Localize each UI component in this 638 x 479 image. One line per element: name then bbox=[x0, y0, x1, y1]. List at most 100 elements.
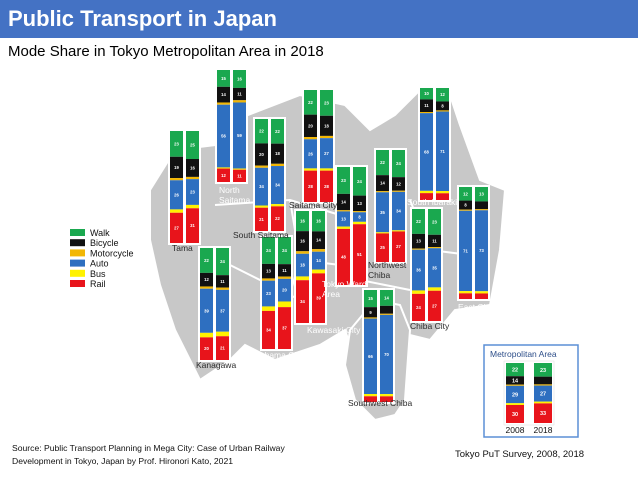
kawasaki-city-2018-motorcycle-segment bbox=[312, 249, 325, 252]
kanagawa-2018-motorcycle-segment bbox=[216, 287, 229, 290]
tokyo-ward-area-2018-rail-value-label: 51 bbox=[357, 252, 362, 257]
north-saitama-2008-rail-segment bbox=[217, 168, 230, 182]
saitama-city-2018-bicycle-segment bbox=[320, 115, 333, 136]
north-saitama-2018-walk-segment bbox=[233, 70, 246, 88]
chart-subtitle: Mode Share in Tokyo Metropolitan Area in… bbox=[8, 43, 324, 60]
tama-2008-bus-segment bbox=[170, 209, 183, 213]
yokohama-city-2008-bicycle-value-label: 13 bbox=[266, 269, 271, 274]
east-chiba-2018-bus-segment bbox=[475, 291, 488, 294]
tama-2018-rail-segment bbox=[186, 208, 199, 243]
southwest-chiba-region-label: Southwest Chiba bbox=[348, 398, 413, 408]
south-ibaraki-2018-bicycle-value-label: 8 bbox=[441, 103, 444, 108]
tokyo-ward-area-2008-walk-value-label: 23 bbox=[341, 178, 346, 183]
north-saitama-2018-auto-value-label: 59 bbox=[237, 133, 242, 138]
legend-label-bus: Bus bbox=[90, 269, 106, 279]
legend-label-walk: Walk bbox=[90, 228, 110, 238]
northwest-chiba-2018-walk-value-label: 24 bbox=[396, 161, 401, 166]
metropolitan-area-2018-rail-value-label: 33 bbox=[540, 411, 546, 417]
tokyo-ward-area-2018-bicycle-segment bbox=[353, 195, 366, 212]
northwest-chiba-2008-rail-value-label: 25 bbox=[380, 245, 385, 250]
yokohama-city-2018-bicycle-segment bbox=[278, 264, 291, 277]
region-labels: Tama North Saitama South Saitama Saitama Cit… bbox=[172, 185, 500, 408]
kawasaki-city-2008-rail-value-label: 34 bbox=[300, 299, 305, 304]
east-chiba-region-label: East Chiba bbox=[458, 302, 500, 312]
north-saitama-2008-bicycle-segment bbox=[217, 86, 230, 103]
east-chiba-2018-auto-segment bbox=[475, 210, 488, 292]
south-ibaraki-2008-auto-value-label: 68 bbox=[424, 149, 429, 154]
tama-2008-rail-value-label: 27 bbox=[174, 225, 179, 230]
tama-2018-auto-value-label: 23 bbox=[190, 190, 195, 195]
south-ibaraki-2008-bicycle-value-label: 11 bbox=[424, 103, 429, 108]
yokohama-city-2018-rail-value-label: 37 bbox=[282, 326, 287, 331]
northwest-chiba-2018-bicycle-segment bbox=[392, 177, 405, 191]
south-ibaraki-2018-auto-value-label: 71 bbox=[440, 149, 445, 154]
tokyo-ward-area-2008-auto-segment bbox=[337, 211, 350, 227]
kawasaki-city-2018-bicycle-value-label: 14 bbox=[316, 238, 321, 243]
metropolitan-area-2018-auto-value-label: 27 bbox=[540, 392, 546, 398]
inset-year-label-2018: 2018 bbox=[534, 425, 553, 435]
north-saitama-2008-motorcycle-segment bbox=[217, 102, 230, 105]
chiba-city-2018-bicycle-segment bbox=[428, 234, 441, 248]
southwest-chiba-bar-group: 15 9 66 14 70 bbox=[362, 288, 395, 404]
tama-2018-walk-segment bbox=[186, 131, 199, 159]
kawasaki-city-bar-group: 16 16 18 34 16 14 14 39 bbox=[294, 209, 327, 325]
chiba-city-2008-walk-value-label: 22 bbox=[416, 219, 421, 224]
legend-swatch-rail bbox=[70, 280, 85, 287]
kanagawa-2008-rail-segment bbox=[200, 337, 213, 360]
yokohama-city-2018-auto-value-label: 20 bbox=[282, 288, 287, 293]
southwest-chiba-2008-walk-value-label: 15 bbox=[368, 296, 373, 301]
kawasaki-city-2008-walk-segment bbox=[296, 211, 309, 232]
tama-2008-walk-value-label: 23 bbox=[174, 141, 179, 146]
saitama-city-2008-bicycle-value-label: 20 bbox=[308, 123, 313, 128]
kawasaki-city-2018-rail-value-label: 39 bbox=[316, 296, 321, 301]
northwest-chiba-2018-auto-segment bbox=[392, 191, 405, 231]
south-saitama-2018-bicycle-value-label: 18 bbox=[275, 151, 280, 156]
saitama-city-2018-bicycle-value-label: 18 bbox=[324, 123, 329, 128]
south-saitama-2018-bus-segment bbox=[271, 204, 284, 207]
kawasaki-city-2018-auto-value-label: 14 bbox=[316, 258, 321, 263]
tama-region-label: Tama bbox=[172, 243, 193, 253]
yokohama-city-2008-rail-value-label: 34 bbox=[266, 327, 271, 332]
south-saitama-2008-walk-segment bbox=[255, 119, 268, 144]
south-saitama-2008-auto-segment bbox=[255, 167, 268, 206]
south-ibaraki-2018-rail-segment bbox=[436, 193, 449, 200]
north-saitama-2018-rail-value-label: 11 bbox=[237, 173, 242, 178]
kawasaki-city-2018-bus-segment bbox=[312, 269, 325, 274]
east-chiba-2018-rail-segment bbox=[475, 293, 488, 299]
kanagawa-2008-rail-value-label: 20 bbox=[204, 346, 209, 351]
tokyo-ward-area-2018-auto-segment bbox=[353, 212, 366, 222]
chiba-city-2018-walk-segment bbox=[428, 209, 441, 235]
south-saitama-2008-bus-segment bbox=[255, 205, 268, 208]
tokyo-ward-area-region-label: Tokyo Ward Area bbox=[322, 279, 367, 299]
north-saitama-2008-walk-segment bbox=[217, 70, 230, 87]
source-citation: Source: Public Transport Planning in Meg… bbox=[12, 442, 312, 468]
south-saitama-2008-bicycle-segment bbox=[255, 143, 268, 166]
northwest-chiba-2008-bus-segment bbox=[376, 232, 389, 234]
south-saitama-2008-motorcycle-segment bbox=[255, 165, 268, 168]
metropolitan-area-2008-bicycle-value-label: 14 bbox=[512, 378, 519, 384]
kawasaki-city-2008-walk-value-label: 16 bbox=[300, 219, 305, 224]
metropolitan-area-2018-walk-value-label: 23 bbox=[540, 368, 546, 374]
saitama-city-bar-group: 22 20 26 28 23 18 27 28 bbox=[302, 88, 335, 204]
chiba-city-2008-rail-value-label: 24 bbox=[416, 305, 421, 310]
kawasaki-city-2018-walk-segment bbox=[312, 211, 325, 232]
tokyo-ward-area-2008-bus-segment bbox=[337, 226, 350, 229]
southwest-chiba-2008-bicycle-value-label: 9 bbox=[369, 310, 372, 315]
northwest-chiba-2018-rail-segment bbox=[392, 231, 405, 262]
metropolitan-area-2008-bus-segment bbox=[506, 403, 524, 405]
tokyo-ward-area-2008-rail-segment bbox=[337, 228, 350, 285]
tama-2018-walk-value-label: 25 bbox=[190, 142, 195, 147]
tama-2008-auto-segment bbox=[170, 180, 183, 210]
metropolitan-area-2008-rail-segment bbox=[506, 405, 524, 423]
chiba-city-2008-auto-value-label: 36 bbox=[416, 268, 421, 273]
south-ibaraki-2018-bicycle-segment bbox=[436, 101, 449, 111]
yokohama-city-2008-bicycle-segment bbox=[262, 263, 275, 279]
southwest-chiba-2018-auto-segment bbox=[380, 314, 393, 395]
legend-label-auto: Auto bbox=[90, 259, 109, 269]
chiba-city-2008-auto-segment bbox=[412, 249, 425, 291]
south-ibaraki-2018-auto-segment bbox=[436, 111, 449, 192]
tama-2018-motorcycle-segment bbox=[186, 176, 199, 180]
metropolitan-area-2008-auto-value-label: 29 bbox=[512, 392, 518, 398]
metropolitan-area-2018-auto-segment bbox=[534, 385, 552, 402]
